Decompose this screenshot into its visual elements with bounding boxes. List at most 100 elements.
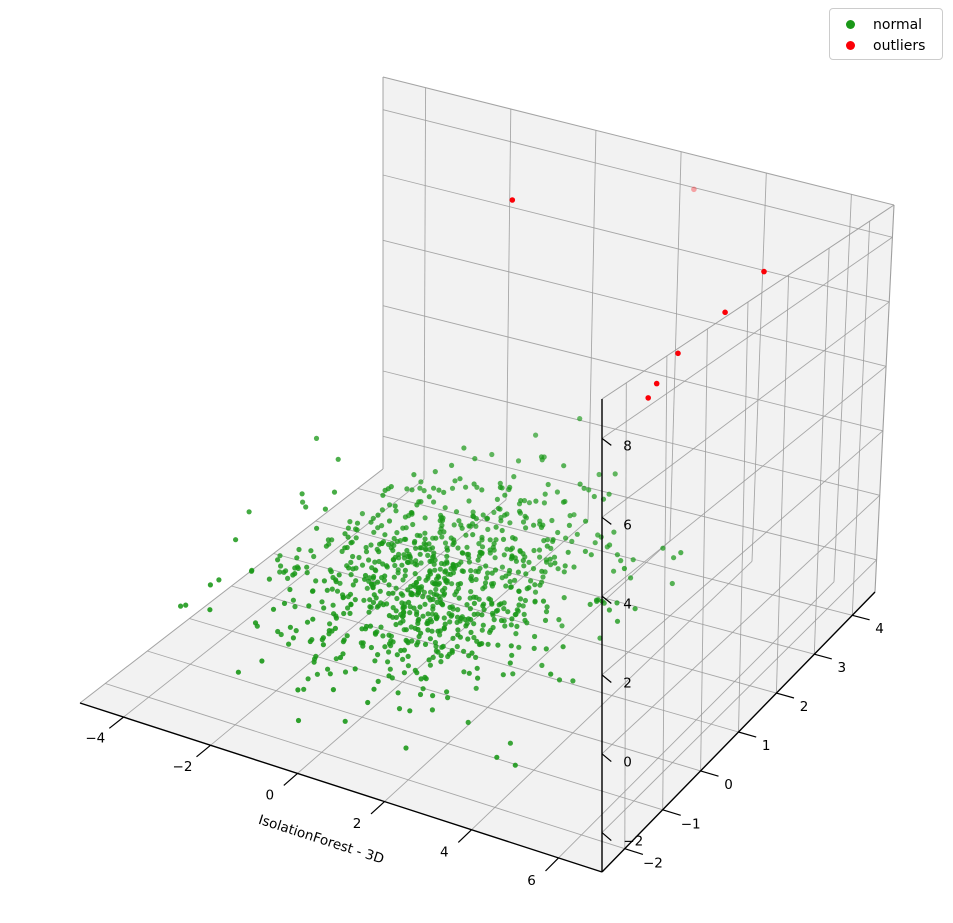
data-point-normal <box>399 562 405 568</box>
data-point-normal <box>461 669 467 675</box>
data-point-normal <box>292 604 298 610</box>
data-point-normal <box>375 512 381 518</box>
data-point-normal <box>430 603 436 609</box>
data-point-normal <box>336 572 342 578</box>
data-point-outlier <box>761 268 767 275</box>
data-point-normal <box>522 513 528 519</box>
data-point-normal <box>334 588 341 594</box>
data-point-normal <box>413 579 420 586</box>
data-point-normal <box>493 608 499 614</box>
data-point-normal <box>369 565 375 571</box>
data-point-normal <box>373 595 379 601</box>
data-point-normal <box>372 630 378 636</box>
data-point-normal <box>445 653 451 660</box>
gridline-y-wall <box>700 328 708 771</box>
data-point-normal <box>427 636 433 642</box>
data-point-normal <box>403 745 409 751</box>
data-point-normal <box>432 469 438 475</box>
data-point-normal <box>393 614 399 621</box>
data-point-normal <box>495 505 502 512</box>
data-point-normal <box>329 586 335 592</box>
data-point-normal <box>549 517 555 524</box>
data-point-normal <box>295 717 302 724</box>
data-point-normal <box>400 525 406 531</box>
data-point-normal <box>429 707 435 713</box>
data-point-normal <box>507 520 513 526</box>
data-point-normal <box>301 686 307 692</box>
data-point-normal <box>592 540 598 546</box>
series-outliers <box>509 186 767 401</box>
data-point-normal <box>555 529 561 536</box>
data-point-normal <box>431 550 437 556</box>
data-point-normal <box>294 555 300 561</box>
data-point-normal <box>286 641 292 647</box>
data-point-normal <box>403 637 409 644</box>
data-point-normal <box>391 574 397 580</box>
data-point-normal <box>380 492 386 498</box>
data-point-normal <box>395 570 401 576</box>
data-point-normal <box>498 518 504 524</box>
tick-mark-z <box>601 674 612 683</box>
tick-label-y: 1 <box>762 738 771 754</box>
data-point-normal <box>470 509 476 515</box>
data-point-normal <box>314 525 320 531</box>
legend-marker-normal <box>846 20 855 29</box>
data-point-normal <box>434 576 440 582</box>
data-point-normal <box>482 584 488 590</box>
data-point-normal <box>396 706 403 712</box>
data-point-normal <box>536 547 543 553</box>
data-point-normal <box>533 498 539 504</box>
data-point-normal <box>472 456 478 462</box>
data-point-normal <box>544 543 550 549</box>
data-point-normal <box>569 538 575 545</box>
data-point-normal <box>526 585 532 591</box>
data-point-normal <box>409 487 415 493</box>
tick-label-z: 4 <box>623 597 632 613</box>
data-point-normal <box>567 513 573 519</box>
data-point-normal <box>439 517 446 524</box>
data-point-normal <box>531 645 537 652</box>
data-point-normal <box>207 582 213 588</box>
legend-entry-normal[interactable]: normal <box>836 14 934 35</box>
data-point-normal <box>311 553 317 560</box>
data-point-normal <box>514 623 520 630</box>
data-point-normal <box>518 498 524 504</box>
data-point-normal <box>400 613 406 619</box>
data-point-normal <box>587 601 593 608</box>
data-point-normal <box>566 522 573 529</box>
data-point-normal <box>382 644 388 650</box>
data-point-normal <box>521 563 527 569</box>
data-point-normal <box>414 592 420 598</box>
data-point-outlier <box>509 197 516 203</box>
data-point-normal <box>371 529 377 535</box>
data-point-normal <box>611 568 617 574</box>
data-point-normal <box>577 481 583 487</box>
data-point-normal <box>414 670 420 676</box>
data-point-normal <box>375 652 381 658</box>
data-point-normal <box>551 554 558 560</box>
data-point-normal <box>499 527 505 534</box>
data-point-normal <box>436 487 442 493</box>
data-point-normal <box>407 610 413 616</box>
data-point-normal <box>386 641 393 647</box>
data-point-normal <box>353 535 359 541</box>
data-point-normal <box>403 627 409 633</box>
data-point-normal <box>348 601 354 607</box>
data-point-normal <box>368 644 374 651</box>
tick-label-z: 8 <box>623 438 632 454</box>
data-point-normal <box>370 585 376 591</box>
legend[interactable]: normal outliers <box>829 8 943 60</box>
data-point-normal <box>538 454 545 460</box>
data-point-normal <box>516 588 522 594</box>
data-point-normal <box>300 499 306 505</box>
data-point-normal <box>320 642 326 648</box>
data-point-normal <box>427 662 433 668</box>
data-point-normal <box>455 607 461 613</box>
tick-mark-y <box>852 614 870 621</box>
data-point-normal <box>586 487 592 493</box>
data-point-normal <box>340 594 347 600</box>
data-point-normal <box>540 598 547 604</box>
data-point-normal <box>415 620 421 627</box>
legend-entry-outliers[interactable]: outliers <box>836 35 934 56</box>
data-point-normal <box>433 612 439 618</box>
